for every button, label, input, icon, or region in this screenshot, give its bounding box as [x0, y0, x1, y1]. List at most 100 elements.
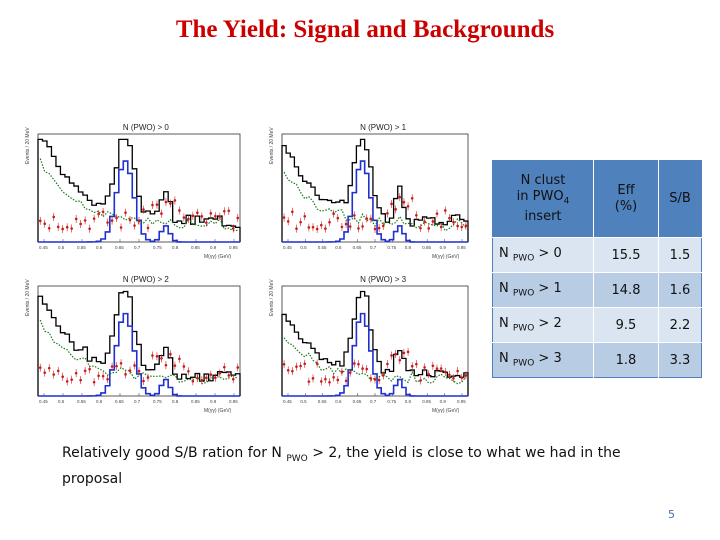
red-data-point	[133, 364, 136, 367]
red-data-point	[336, 216, 340, 220]
x-tick-label: 0.45	[283, 245, 292, 250]
red-data-point	[460, 376, 464, 380]
red-data-point	[146, 226, 150, 230]
cell-sb: 1.6	[658, 272, 702, 308]
red-data-point	[146, 376, 150, 379]
red-data-point	[115, 216, 118, 220]
x-tick-label: 0.45	[283, 399, 292, 404]
table-row: N PWO > 0 15.5 1.5	[492, 237, 702, 273]
red-data-point	[61, 227, 64, 231]
red-data-point	[151, 354, 154, 357]
red-data-point	[236, 216, 240, 220]
red-data-point	[460, 225, 464, 229]
x-tick-label: 0.95	[229, 245, 238, 250]
red-data-point	[406, 205, 410, 208]
red-data-point	[324, 227, 327, 230]
red-data-point	[61, 375, 64, 379]
x-axis-label: M(γγ) (GeV)	[432, 254, 460, 260]
x-tick-label: 0.5	[300, 399, 307, 404]
total-histogram	[281, 138, 469, 242]
red-data-point	[361, 367, 364, 370]
red-data-point	[456, 369, 459, 373]
red-data-point	[222, 210, 226, 213]
cell-sb: 3.3	[658, 342, 702, 378]
red-data-point	[65, 380, 69, 383]
plot-label: N (PWO) > 1	[360, 123, 407, 132]
red-data-point	[398, 358, 402, 362]
red-data-point	[142, 208, 145, 211]
red-data-point	[365, 367, 369, 371]
red-data-point	[227, 374, 231, 377]
header-nclust: N clust in PWO4 insert	[492, 160, 594, 238]
red-data-point	[160, 357, 163, 360]
red-data-point	[205, 376, 208, 380]
x-tick-label: 0.6	[335, 245, 342, 250]
histogram-plot: N (PWO) > 0 Events / 20 MeV M(γγ) (GeV) 0.4…	[22, 120, 244, 260]
x-tick-label: 0.85	[191, 399, 200, 404]
x-tick-label: 0.55	[77, 399, 86, 404]
red-data-point	[402, 200, 406, 204]
red-data-point	[464, 374, 468, 377]
red-data-point	[214, 214, 217, 218]
x-axis-label: M(γγ) (GeV)	[204, 254, 232, 260]
red-data-point	[427, 227, 431, 230]
red-data-point	[218, 215, 222, 218]
red-data-point	[386, 362, 389, 366]
red-data-point	[410, 364, 414, 368]
red-data-point	[222, 365, 226, 369]
table-header-row: N clust in PWO4 insert Eff (%) S/B	[492, 160, 702, 238]
signal-histogram	[38, 160, 240, 243]
header-sb: S/B	[658, 160, 702, 238]
plot-label: N (PWO) > 2	[123, 275, 170, 284]
red-data-point	[381, 224, 385, 228]
red-data-point	[295, 227, 298, 230]
x-tick-label: 0.7	[134, 245, 141, 250]
red-data-point	[369, 377, 373, 380]
red-data-point	[97, 374, 100, 378]
cell-cut: N PWO > 3	[492, 342, 594, 378]
red-data-point	[443, 370, 447, 374]
x-tick-label: 0.65	[353, 245, 362, 250]
x-tick-label: 0.8	[172, 399, 179, 404]
red-data-point	[357, 227, 360, 230]
red-data-point	[443, 209, 447, 212]
cell-sb: 1.5	[658, 237, 702, 273]
x-tick-label: 0.5	[300, 245, 307, 250]
red-data-point	[137, 369, 141, 373]
x-tick-label: 0.45	[39, 399, 48, 404]
red-data-point	[56, 225, 60, 229]
red-data-point	[178, 209, 181, 212]
red-data-point	[307, 380, 311, 383]
red-data-point	[410, 196, 414, 200]
red-data-point	[191, 379, 195, 383]
red-data-point	[43, 371, 47, 374]
red-data-point	[83, 369, 87, 373]
red-data-point	[124, 211, 127, 214]
red-data-point	[178, 357, 181, 361]
x-tick-label: 0.45	[39, 245, 48, 250]
red-data-point	[79, 378, 82, 382]
histogram-plot: N (PWO) > 1 Events / 20 MeV M(γγ) (GeV) 0.4…	[266, 120, 472, 260]
y-axis-label: Events / 20 MeV	[25, 127, 31, 164]
red-data-point	[43, 222, 47, 226]
red-data-point	[431, 364, 435, 368]
red-data-point	[160, 212, 163, 215]
total-histogram	[37, 290, 241, 396]
red-data-point	[133, 224, 136, 227]
red-data-point	[386, 212, 389, 215]
table-row: N PWO > 3 1.8 3.3	[492, 342, 702, 378]
red-data-point	[464, 224, 468, 227]
red-data-point	[106, 377, 109, 381]
red-data-point	[196, 211, 199, 215]
red-data-point	[169, 202, 172, 205]
red-data-point	[286, 220, 290, 223]
red-data-point	[415, 213, 418, 217]
x-tick-label: 0.9	[440, 245, 447, 250]
red-data-point	[336, 378, 340, 382]
cell-eff: 14.8	[593, 272, 659, 308]
red-data-point	[423, 220, 426, 223]
total-histogram	[37, 138, 241, 242]
red-data-point	[311, 225, 315, 229]
red-data-point	[70, 227, 73, 230]
red-data-point	[373, 227, 377, 231]
